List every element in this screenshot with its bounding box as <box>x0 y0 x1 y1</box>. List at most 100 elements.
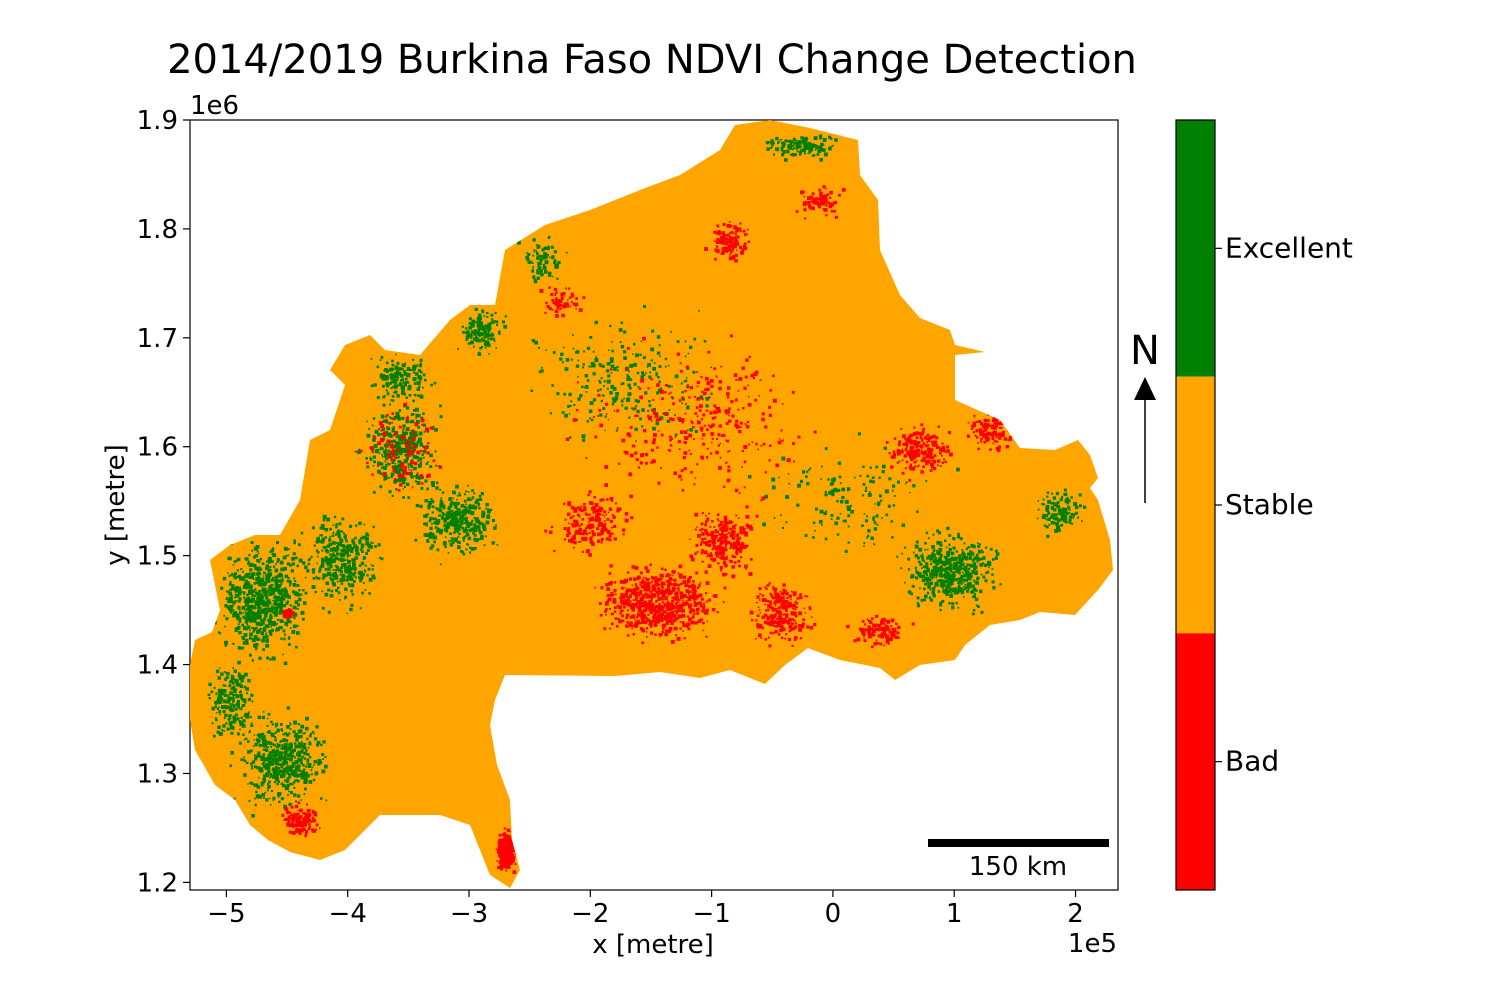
change-pixel <box>628 602 631 604</box>
change-pixel <box>682 575 687 579</box>
change-pixel <box>248 616 251 620</box>
change-pixel <box>360 546 364 550</box>
change-pixel <box>945 546 948 549</box>
change-pixel <box>967 582 971 586</box>
change-pixel <box>648 605 651 609</box>
change-pixel <box>665 607 668 610</box>
change-pixel <box>823 511 827 516</box>
change-pixel <box>208 682 212 687</box>
change-pixel <box>1046 495 1049 498</box>
change-pixel <box>218 731 223 736</box>
change-pixel <box>717 538 720 542</box>
change-pixel <box>248 730 251 734</box>
change-pixel <box>655 583 659 587</box>
change-pixel <box>614 593 617 596</box>
change-pixel <box>819 158 823 162</box>
change-pixel <box>234 678 238 683</box>
change-pixel <box>682 603 685 607</box>
change-pixel <box>606 587 611 591</box>
change-pixel <box>705 600 708 603</box>
change-pixel <box>604 610 607 613</box>
change-pixel <box>846 505 850 510</box>
change-pixel <box>740 531 744 535</box>
change-pixel <box>303 768 306 771</box>
change-pixel <box>439 404 442 408</box>
change-pixel <box>280 773 284 777</box>
change-pixel <box>784 139 788 143</box>
change-pixel <box>321 557 325 562</box>
change-pixel <box>648 618 651 621</box>
change-pixel <box>359 548 362 551</box>
change-pixel <box>720 553 723 556</box>
change-pixel <box>477 529 481 532</box>
change-pixel <box>252 760 256 764</box>
change-pixel <box>410 413 414 417</box>
change-pixel <box>245 585 249 590</box>
change-pixel <box>372 564 375 567</box>
change-pixel <box>285 593 289 597</box>
change-pixel <box>297 736 300 739</box>
change-pixel <box>841 487 845 492</box>
change-pixel <box>942 587 944 590</box>
change-pixel <box>454 502 457 505</box>
change-pixel <box>325 799 328 802</box>
change-pixel <box>674 594 679 598</box>
change-pixel <box>329 527 332 531</box>
change-pixel <box>311 526 315 530</box>
change-pixel <box>468 551 472 554</box>
change-pixel <box>916 602 920 605</box>
change-pixel <box>465 509 470 514</box>
change-pixel <box>361 573 365 577</box>
change-pixel <box>673 582 677 587</box>
change-pixel <box>457 545 460 548</box>
change-pixel <box>436 520 441 524</box>
change-pixel <box>715 549 718 552</box>
change-pixel <box>649 563 652 566</box>
change-pixel <box>720 523 723 526</box>
change-pixel <box>250 724 254 727</box>
change-pixel <box>477 319 482 323</box>
change-pixel <box>410 450 415 454</box>
change-pixel <box>602 394 605 397</box>
change-pixel <box>324 756 327 759</box>
change-pixel <box>249 632 253 637</box>
change-pixel <box>731 574 736 579</box>
change-pixel <box>416 381 421 385</box>
change-pixel <box>470 504 475 509</box>
change-pixel <box>962 550 964 553</box>
change-pixel <box>705 581 710 585</box>
change-pixel <box>760 637 763 639</box>
change-pixel <box>1064 499 1069 503</box>
change-pixel <box>713 526 716 528</box>
change-pixel <box>264 611 268 615</box>
change-pixel <box>257 751 261 755</box>
change-pixel <box>423 456 425 459</box>
change-pixel <box>358 541 362 545</box>
change-pixel <box>272 599 274 602</box>
change-pixel <box>667 588 671 592</box>
change-pixel <box>229 596 233 600</box>
change-pixel <box>1061 519 1064 522</box>
change-pixel <box>267 770 271 773</box>
change-pixel <box>912 484 916 488</box>
change-pixel <box>478 335 481 338</box>
change-pixel <box>272 548 275 551</box>
change-pixel <box>208 697 211 700</box>
change-pixel <box>239 728 241 731</box>
change-pixel <box>646 617 649 619</box>
change-pixel <box>618 605 623 610</box>
change-pixel <box>975 581 979 585</box>
change-pixel <box>268 592 273 596</box>
change-pixel <box>932 565 936 570</box>
change-pixel <box>944 557 948 561</box>
change-pixel <box>332 524 335 527</box>
change-pixel <box>242 612 245 614</box>
change-pixel <box>648 595 650 598</box>
change-pixel <box>321 590 324 593</box>
change-pixel <box>261 621 265 625</box>
change-pixel <box>291 630 296 634</box>
change-pixel <box>258 739 261 742</box>
change-pixel <box>267 556 272 561</box>
change-pixel <box>389 403 391 406</box>
change-pixel <box>439 563 442 566</box>
